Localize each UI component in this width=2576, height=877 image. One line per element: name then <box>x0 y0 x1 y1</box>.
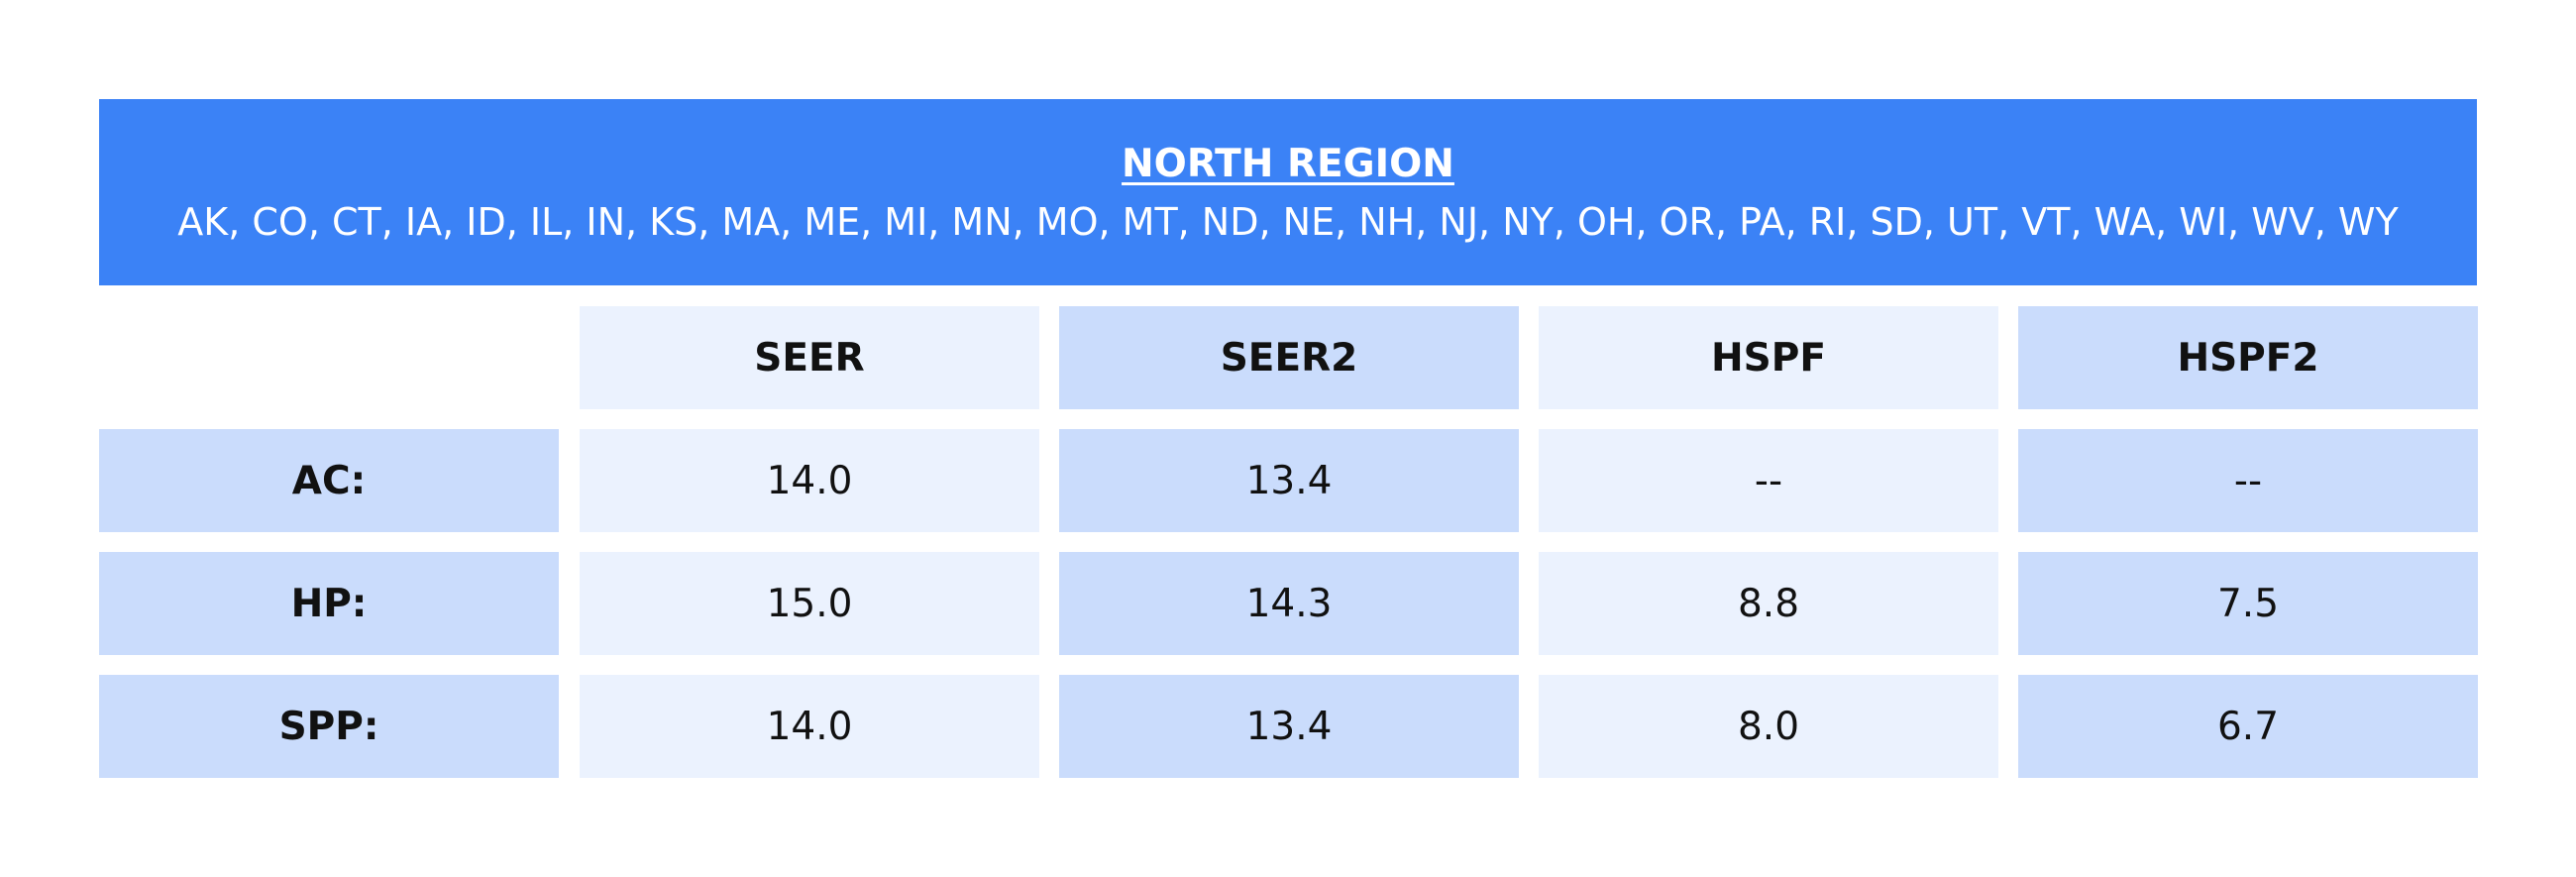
column-header-seer: SEER <box>580 306 1039 409</box>
table-cell: 14.3 <box>1059 552 1519 655</box>
column-header-hspf2: HSPF2 <box>2018 306 2478 409</box>
table-cell: 6.7 <box>2018 675 2478 778</box>
table-cell: 8.0 <box>1539 675 1998 778</box>
column-header-hspf: HSPF <box>1539 306 1998 409</box>
region-title: NORTH REGION <box>1122 142 1454 186</box>
column-header-seer2: SEER2 <box>1059 306 1519 409</box>
row-label-spp: SPP: <box>99 675 559 778</box>
table-cell: 13.4 <box>1059 429 1519 532</box>
table-cell: 15.0 <box>580 552 1039 655</box>
table-cell: -- <box>2018 429 2478 532</box>
row-label-ac: AC: <box>99 429 559 532</box>
table-cell: 14.0 <box>580 429 1039 532</box>
table-cell: 14.0 <box>580 675 1039 778</box>
region-banner: NORTH REGION AK, CO, CT, IA, ID, IL, IN,… <box>99 99 2477 285</box>
table-cell: -- <box>1539 429 1998 532</box>
row-label-hp: HP: <box>99 552 559 655</box>
table-cell: 13.4 <box>1059 675 1519 778</box>
table-cell: 7.5 <box>2018 552 2478 655</box>
region-states: AK, CO, CT, IA, ID, IL, IN, KS, MA, ME, … <box>177 200 2399 244</box>
table-cell: 8.8 <box>1539 552 1998 655</box>
